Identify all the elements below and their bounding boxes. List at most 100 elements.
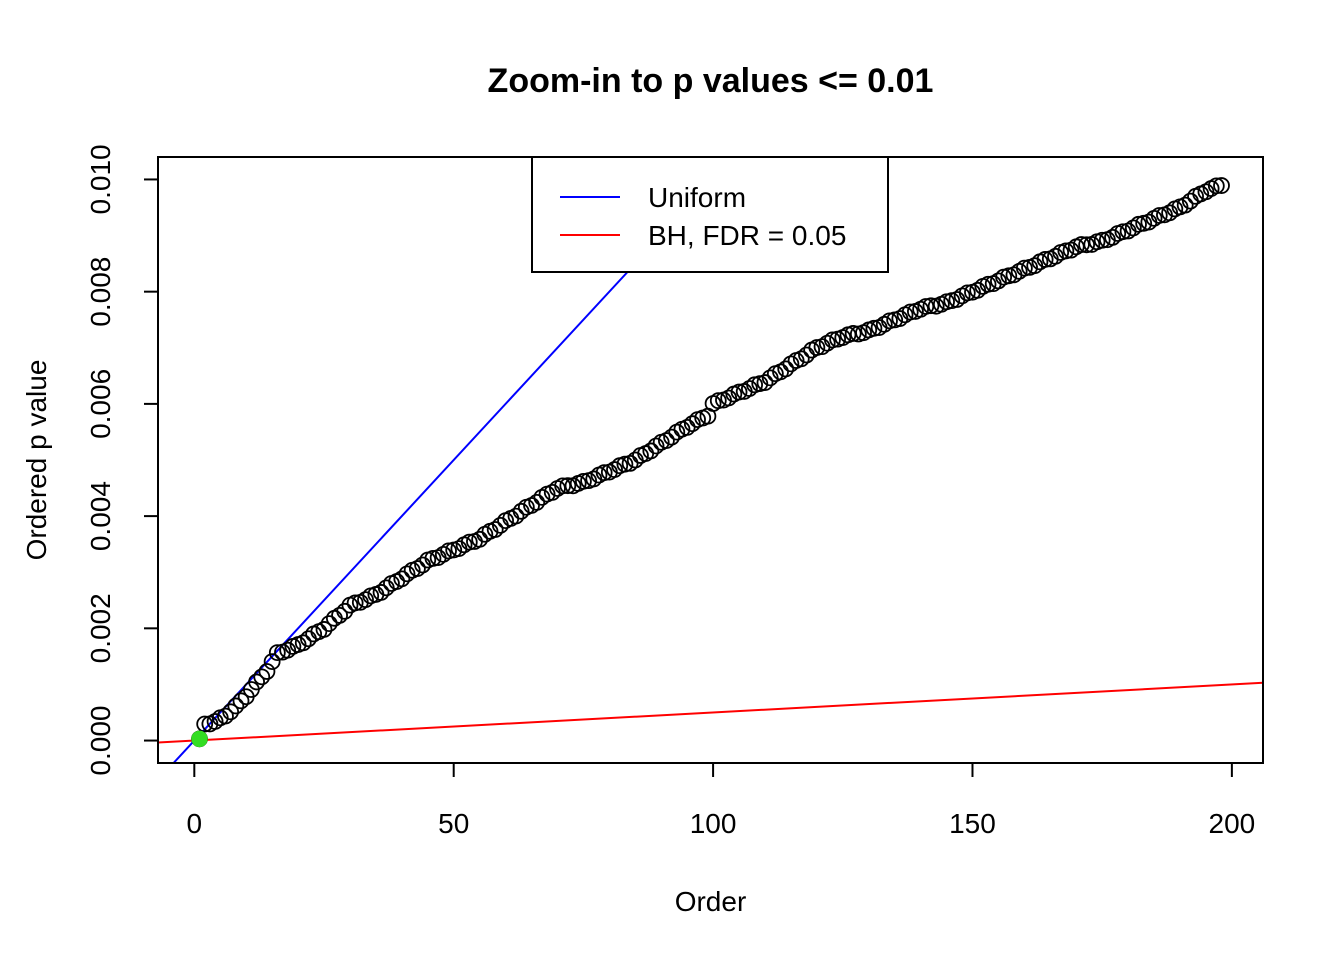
data-point [844,325,862,342]
data-point [471,530,489,548]
data-point [434,545,452,563]
data-point [663,428,680,446]
data-point [1015,259,1033,277]
data-point [709,392,727,410]
data-point [408,560,426,577]
data-point [486,521,504,538]
data-point [206,713,224,730]
data-point [559,477,577,495]
data-point [346,594,364,612]
data-point [336,602,354,620]
data-point [875,315,893,333]
data-point [658,432,675,449]
data-point [720,389,738,407]
data-point [331,606,348,624]
x-axis: 0 50 100 150 200 [187,762,1256,839]
data-point [1104,228,1121,246]
x-tick-label: 50 [438,808,469,839]
data-point [756,374,774,391]
data-point [1150,207,1168,224]
y-tick-label: 0.004 [85,481,116,551]
data-point [227,697,245,715]
data-point [616,455,634,473]
y-tick-label: 0.002 [85,593,116,663]
data-point [263,653,281,670]
data-point [315,621,333,638]
data-point [979,275,997,293]
data-point [647,437,665,455]
data-point [320,615,338,633]
y-tick-label: 0.006 [85,369,116,439]
data-point [1057,242,1075,260]
data-points [191,177,1230,748]
data-point [1093,231,1111,249]
data-point [222,703,240,721]
data-point [958,284,976,302]
data-point [232,692,250,710]
data-point [528,493,546,511]
data-point [248,673,265,691]
data-point [554,477,572,495]
data-point [1213,177,1230,194]
data-point [865,319,883,337]
data-point [398,565,416,583]
data-point [1078,236,1096,254]
y-tick-label: 0.008 [85,257,116,327]
legend-label: BH, FDR = 0.05 [648,220,846,251]
data-point [217,707,234,725]
y-tick-label: 0.010 [85,144,116,214]
data-point [1207,177,1225,195]
data-point [1114,223,1132,241]
bh-fdr-line [158,681,1263,744]
x-tick-label: 0 [187,808,203,839]
data-point [642,442,660,460]
y-axis-label: Ordered p value [21,360,52,561]
x-tick-label: 150 [949,808,996,839]
legend-label: Uniform [648,182,746,213]
y-axis: 0.000 0.002 0.004 0.006 0.008 0.010 [85,144,159,776]
data-point [279,641,297,659]
data-point [294,634,312,652]
uniform-line [172,157,736,763]
y-tick-label: 0.000 [85,706,116,776]
data-point [777,360,795,378]
reference-lines [158,157,1263,763]
data-point [1073,236,1090,253]
significant-point [191,730,208,748]
data-point [606,461,623,478]
legend: Uniform BH, FDR = 0.05 [531,156,889,273]
x-tick-label: 200 [1209,808,1256,839]
data-point [792,350,810,368]
data-point [824,331,841,349]
data-point [683,415,701,433]
data-point [901,303,919,321]
chart-title: Zoom-in to p values <= 0.01 [488,62,934,100]
data-point [424,549,442,567]
legend-box [531,156,889,273]
data-point [512,502,530,520]
x-tick-label: 100 [690,808,737,839]
data-point [357,591,374,609]
data-point [990,272,1007,290]
data-point [460,533,478,551]
data-point [268,644,286,661]
data-point [1176,196,1194,214]
data-point [595,464,613,482]
x-axis-label: Order [675,886,747,917]
data-point [196,715,214,733]
data-point [730,383,748,401]
data-point [1047,247,1064,265]
data-point [741,380,758,397]
data-point [507,507,525,525]
data-point [253,668,271,686]
data-point [393,570,411,588]
data-point [258,663,276,680]
data-point [922,297,940,315]
data-point [1161,204,1179,222]
data-point [372,584,390,601]
data-point [574,472,592,490]
data-point [1036,251,1054,268]
data-point [1124,219,1142,237]
